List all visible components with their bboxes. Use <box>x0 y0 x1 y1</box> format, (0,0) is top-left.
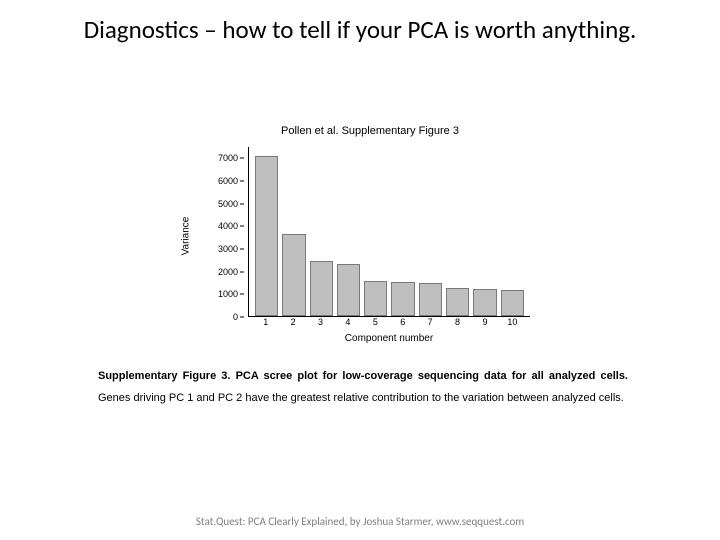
chart-xtick: 1 <box>254 317 277 331</box>
chart-bar <box>310 261 333 316</box>
chart-ylabel: Variance <box>181 217 192 256</box>
caption-bold-lead: Supplementary Figure 3 <box>98 370 227 382</box>
chart-bar <box>391 282 414 316</box>
chart-ytick-label: 4000 <box>218 221 238 231</box>
chart-xtick: 6 <box>391 317 414 331</box>
chart-xtick: 8 <box>446 317 469 331</box>
chart-ytick-mark <box>240 181 244 182</box>
chart-bar <box>446 288 469 316</box>
chart-ytick-label: 0 <box>233 312 238 322</box>
chart-xtick: 4 <box>336 317 359 331</box>
chart-axis-area: Variance 01000200030004000500060007000 1… <box>200 141 540 331</box>
chart-ytick-mark <box>240 317 244 318</box>
chart-ytick-label: 7000 <box>218 153 238 163</box>
chart-ytick-label: 5000 <box>218 199 238 209</box>
figure-caption: Supplementary Figure 3. PCA scree plot f… <box>98 365 628 409</box>
chart-xtick: 5 <box>364 317 387 331</box>
chart-ytick-mark <box>240 203 244 204</box>
chart-ytick-mark <box>240 226 244 227</box>
chart-ytick-mark <box>240 294 244 295</box>
chart-bar <box>255 156 278 316</box>
chart-bar <box>337 264 360 316</box>
chart-xtick: 9 <box>473 317 496 331</box>
chart-bar <box>282 234 305 316</box>
chart-bars <box>249 147 530 316</box>
chart-yticks: 01000200030004000500060007000 <box>210 141 244 317</box>
chart-xtick: 7 <box>418 317 441 331</box>
chart-xtick: 10 <box>501 317 524 331</box>
chart-ytick-label: 2000 <box>218 267 238 277</box>
chart-bar <box>473 289 496 316</box>
caption-rest: Genes driving PC 1 and PC 2 have the gre… <box>98 392 624 404</box>
page-title: Diagnostics – how to tell if your PCA is… <box>0 0 720 45</box>
chart-ytick-mark <box>240 271 244 272</box>
chart-xtick: 3 <box>309 317 332 331</box>
chart-ytick-mark <box>240 249 244 250</box>
scree-chart: Pollen et al. Supplementary Figure 3 Var… <box>200 125 540 344</box>
chart-xlabel: Component number <box>200 333 540 344</box>
chart-ytick-label: 1000 <box>218 289 238 299</box>
slide-footer: Stat.Quest: PCA Clearly Explained, by Jo… <box>0 515 720 528</box>
chart-xtick: 2 <box>281 317 304 331</box>
chart-bar <box>501 290 524 316</box>
chart-ytick-mark <box>240 158 244 159</box>
chart-bar <box>419 283 442 316</box>
chart-title: Pollen et al. Supplementary Figure 3 <box>200 125 540 137</box>
caption-bold-rest: . PCA scree plot for low-coverage sequen… <box>227 370 628 382</box>
chart-ytick-label: 3000 <box>218 244 238 254</box>
chart-bar <box>364 281 387 316</box>
chart-ytick-label: 6000 <box>218 176 238 186</box>
chart-xticks: 123456789 10 <box>248 317 530 331</box>
chart-plot <box>248 147 530 317</box>
